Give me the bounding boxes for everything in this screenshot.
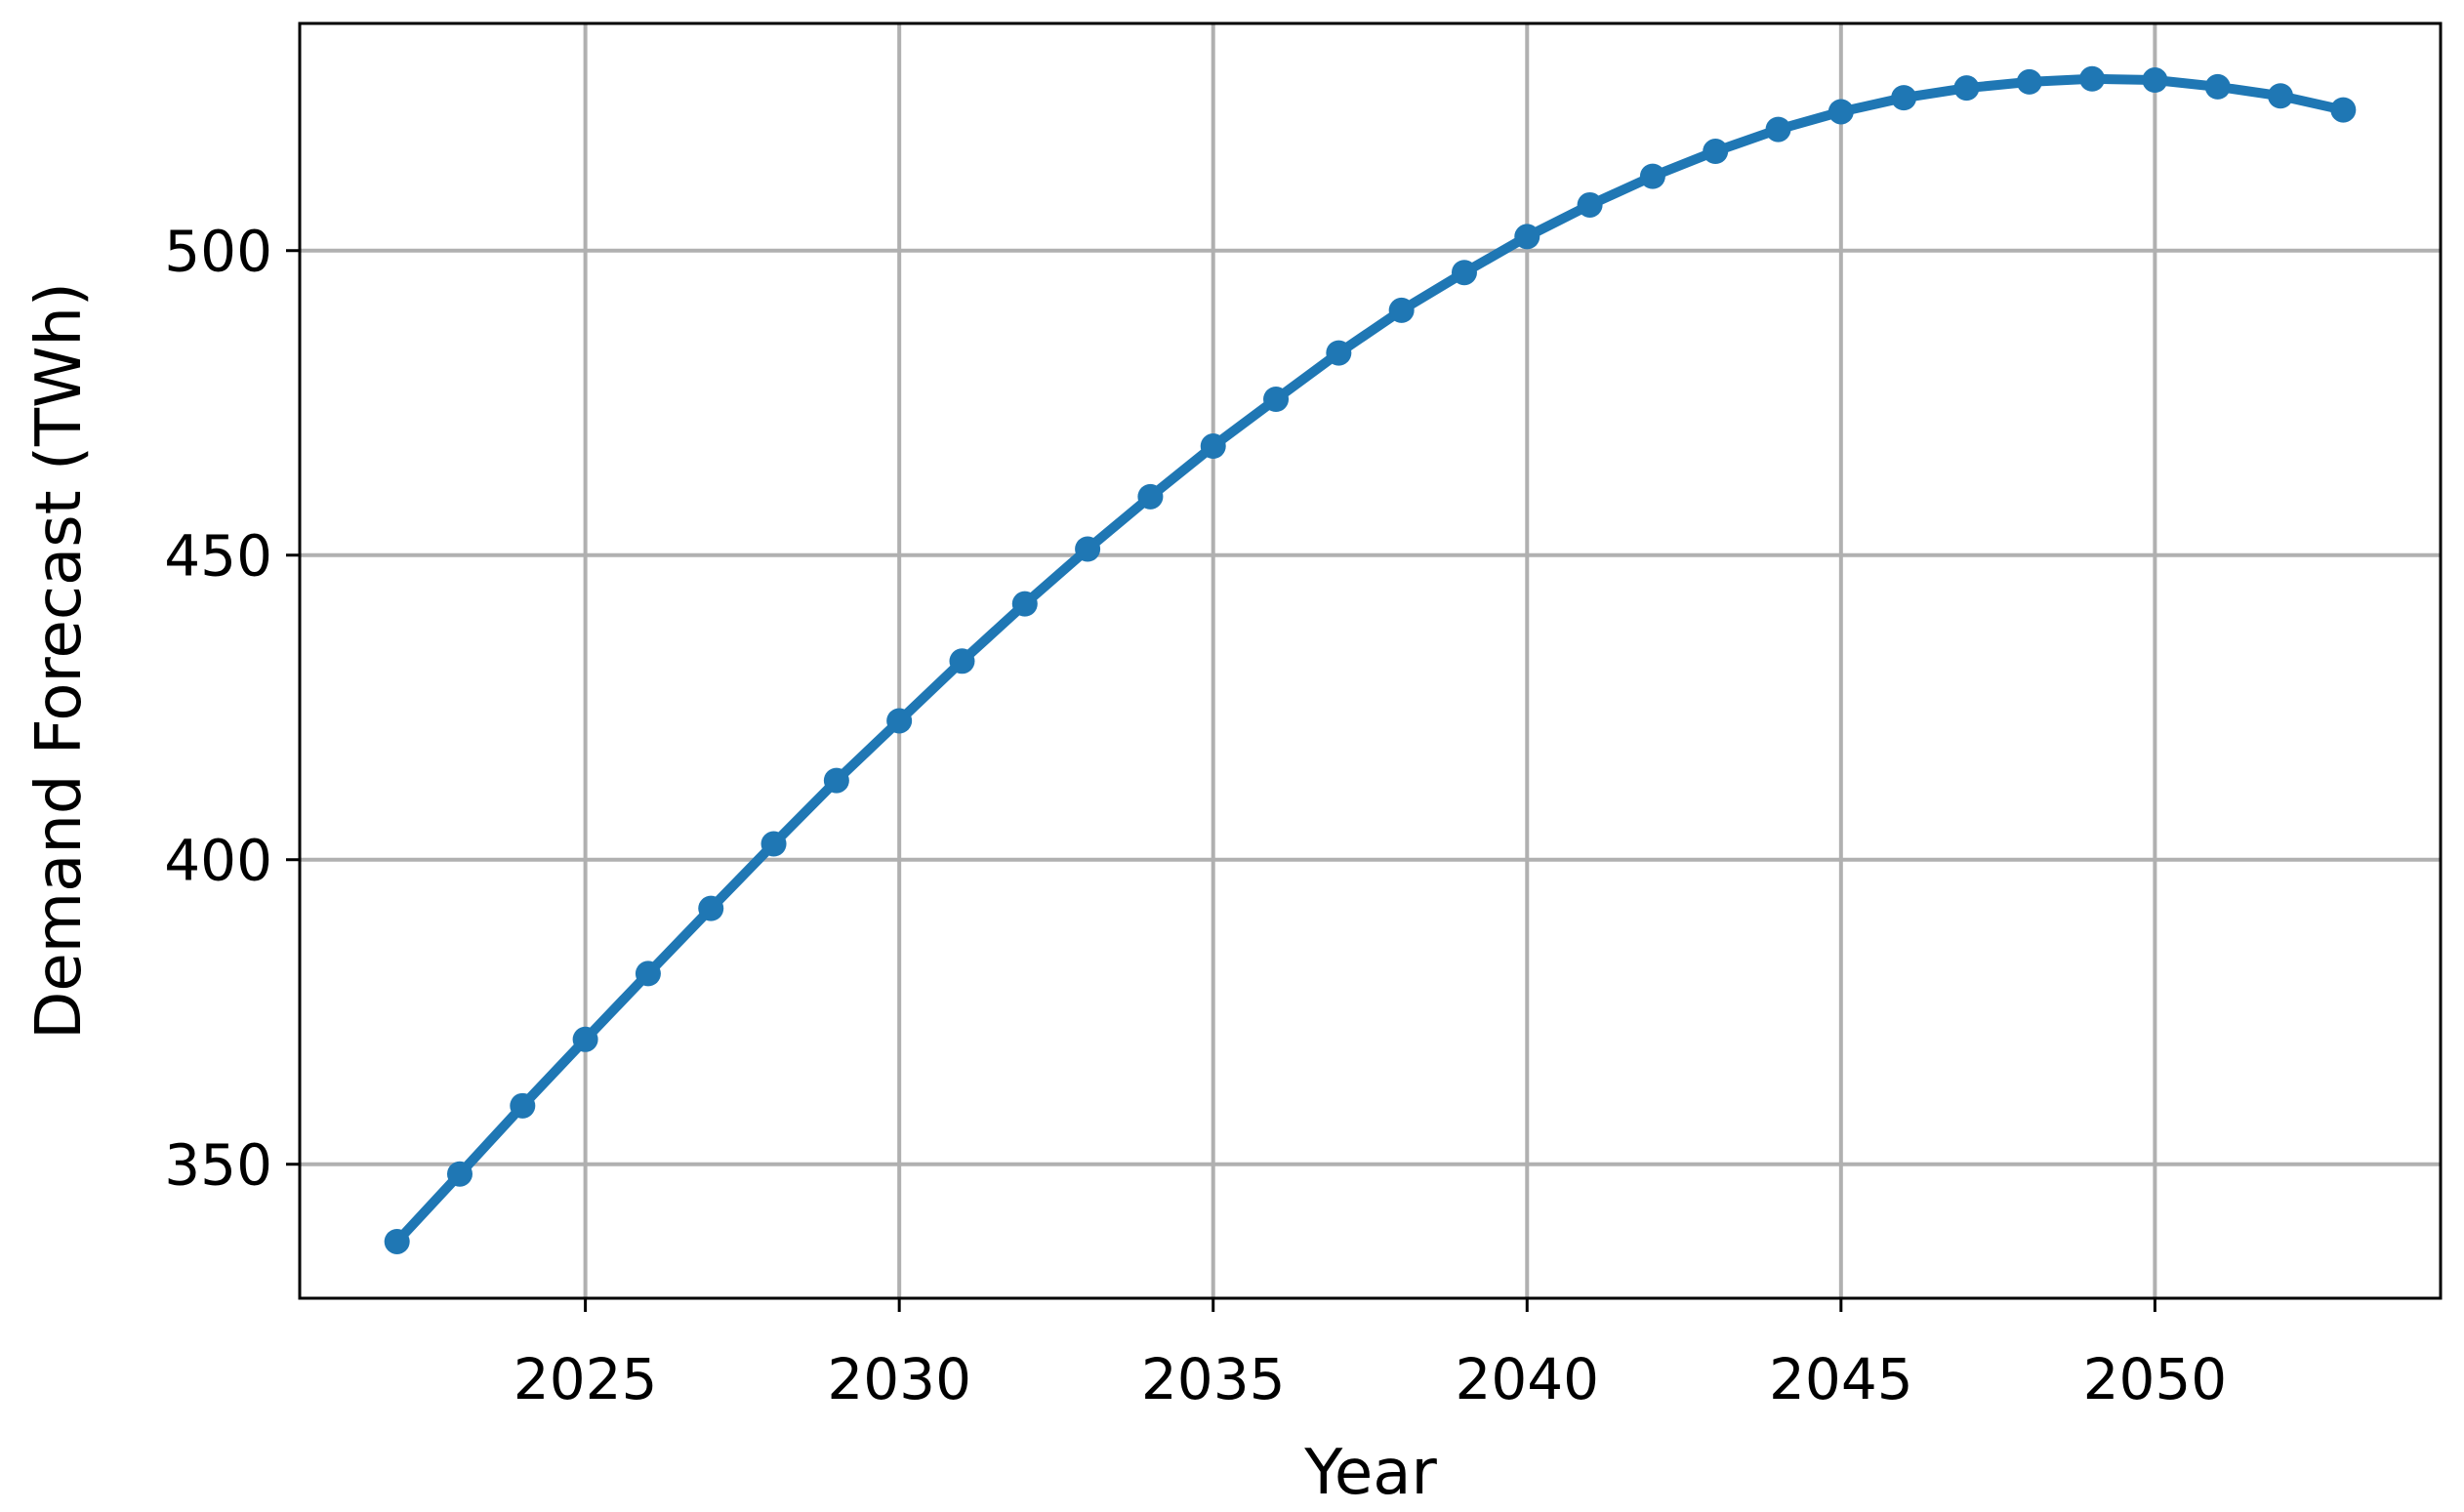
marker [1326,340,1352,366]
marker [1011,591,1038,617]
marker [1703,139,1729,165]
marker [1137,483,1164,510]
x-tick-label: 2040 [1455,1346,1599,1412]
marker [1891,85,1917,111]
marker [2142,67,2168,94]
x-tick-label: 2050 [2083,1346,2228,1412]
marker [1953,75,1980,102]
marker [1388,297,1415,323]
marker [2204,73,2231,100]
y-axis-label: Demand Forecast (TWh) [23,282,96,1040]
marker [446,1161,472,1187]
marker [1075,536,1101,562]
x-tick-label: 2045 [1769,1346,1913,1412]
plot-frame [298,21,2443,1300]
y-tick-label: 450 [164,523,272,590]
x-tick-label: 2025 [513,1346,658,1412]
marker [2079,65,2106,92]
marker [1200,433,1226,460]
marker [1765,116,1791,143]
y-tick-label: 400 [164,828,272,894]
marker [2330,97,2357,123]
marker [698,895,724,921]
y-tick-label: 500 [164,219,272,285]
marker [1577,191,1603,218]
marker [635,960,661,987]
marker [1827,99,1854,125]
marker [384,1228,410,1254]
marker [823,767,849,794]
marker [1514,224,1540,250]
y-tick-label: 350 [164,1132,272,1199]
x-axis-label: Year [1303,1437,1437,1509]
marker [2016,68,2042,95]
x-tick-label: 2035 [1141,1346,1286,1412]
marker [2268,83,2294,109]
marker [1639,163,1665,189]
marker [572,1026,598,1052]
marker [949,648,975,674]
marker [1451,260,1477,286]
marker [1263,386,1290,412]
marker [886,708,913,734]
line [393,73,2345,1246]
x-tick-label: 2030 [827,1346,971,1412]
marker [760,831,787,857]
marker [510,1092,536,1119]
